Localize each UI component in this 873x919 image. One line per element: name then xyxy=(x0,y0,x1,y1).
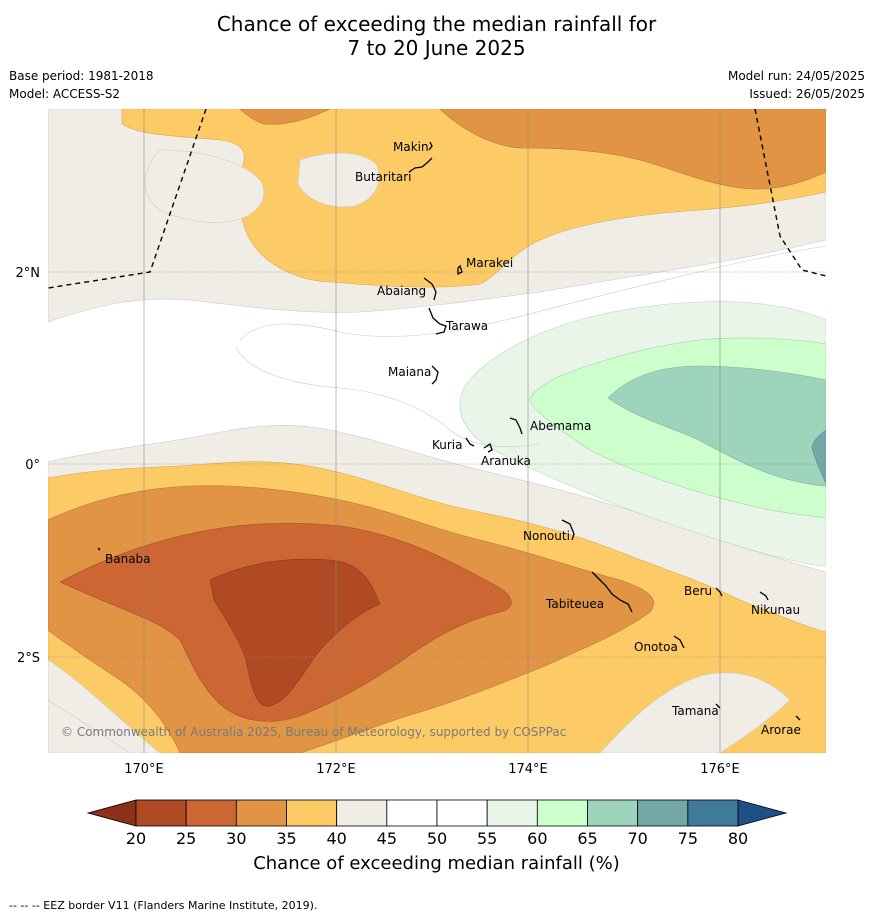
band-65-70 xyxy=(607,365,826,487)
place-label: Arorae xyxy=(761,723,801,737)
meta-left: Base period: 1981-2018 Model: ACCESS-S2 xyxy=(9,67,154,103)
eez-border xyxy=(48,109,826,289)
place-label: Nonouti xyxy=(523,529,570,543)
colorbar-tick-label: 45 xyxy=(377,829,397,848)
colorbar-cell xyxy=(637,799,689,827)
lat-label: 2°S xyxy=(17,651,40,666)
colorbar-tick-label: 80 xyxy=(728,829,748,848)
place-label: Banaba xyxy=(105,552,151,566)
place-label: Aranuka xyxy=(481,454,531,468)
copyright-text: © Commonwealth of Australia 2025, Bureau… xyxy=(61,725,566,739)
colorbar-tick-label: 55 xyxy=(477,829,497,848)
colorbar-cell xyxy=(336,799,388,827)
model-name: Model: ACCESS-S2 xyxy=(9,87,121,101)
colorbar-cell xyxy=(486,799,538,827)
band-20-25-south xyxy=(209,558,381,707)
lon-label: 172°E xyxy=(316,762,356,777)
colorbar-tick-label: 35 xyxy=(276,829,296,848)
band-30-35-north-left xyxy=(239,109,331,125)
place-label: Abemama xyxy=(530,419,591,433)
place-label: Makin xyxy=(393,140,429,154)
place-label: Maiana xyxy=(388,365,431,379)
band-30-35-north xyxy=(439,109,826,190)
colorbar-cell xyxy=(135,799,187,827)
map-title: Chance of exceeding the median rainfall … xyxy=(0,12,873,60)
issued-date: Issued: 26/05/2025 xyxy=(749,87,865,101)
colorbar-tick-label: 60 xyxy=(527,829,547,848)
footer-note: -- -- -- EEZ border V11 (Flanders Marine… xyxy=(9,899,318,912)
lon-label: 170°E xyxy=(124,762,164,777)
meta-right: Model run: 24/05/2025 Issued: 26/05/2025 xyxy=(728,67,865,103)
colorbar-cell xyxy=(436,799,488,827)
colorbar-cell xyxy=(536,799,588,827)
contour-50-55-b xyxy=(48,699,131,753)
title-line-2: 7 to 20 June 2025 xyxy=(347,36,526,60)
place-label: Tabiteuea xyxy=(545,597,604,611)
lat-labels: 2°N 0° 2°S xyxy=(16,266,41,666)
contour-50-55 xyxy=(235,347,541,447)
colorbar-tick-label: 30 xyxy=(226,829,246,848)
place-label: Tamana xyxy=(671,704,719,718)
band-70-75 xyxy=(811,429,826,485)
colorbar-cell xyxy=(235,799,287,827)
colorbar-title: Chance of exceeding median rainfall (%) xyxy=(253,853,620,874)
gridlines xyxy=(48,109,826,753)
place-label: Kuria xyxy=(432,438,463,452)
lon-labels: 170°E 172°E 174°E 176°E xyxy=(124,762,740,777)
islands xyxy=(97,141,801,721)
title-line-1: Chance of exceeding the median rainfall … xyxy=(216,12,657,36)
place-label: Abaiang xyxy=(377,284,426,298)
colorbar-tick-label: 65 xyxy=(577,829,597,848)
place-label: Onotoa xyxy=(634,640,678,654)
colorbar-tick-label: 70 xyxy=(627,829,647,848)
colorbar-cell xyxy=(587,799,639,827)
place-label: Marakei xyxy=(466,256,513,270)
band-40-45-se xyxy=(599,672,791,753)
colorbar-over-arrow xyxy=(737,799,788,827)
band-40-45-nw xyxy=(144,149,265,223)
model-run: Model run: 24/05/2025 xyxy=(727,69,865,83)
colorbar: 20 25 30 35 40 45 50 55 60 65 70 75 80 xyxy=(86,799,788,848)
contour-45-50 xyxy=(239,245,826,341)
colorbar-tick-label: 25 xyxy=(176,829,196,848)
colorbar-tick-label: 50 xyxy=(427,829,447,848)
band-40-45-n-island xyxy=(297,152,380,208)
place-label: Beru xyxy=(684,584,712,598)
place-labels: Makin Butaritari Marakei Abaiang Tarawa … xyxy=(105,140,801,737)
lat-label: 2°N xyxy=(16,266,41,281)
lat-label: 0° xyxy=(25,458,40,473)
lon-label: 174°E xyxy=(508,762,548,777)
place-label: Nikunau xyxy=(751,603,800,617)
band-40-45-sw xyxy=(48,659,161,753)
colorbar-tick-label: 20 xyxy=(126,829,146,848)
lon-label: 176°E xyxy=(700,762,740,777)
rainfall-map xyxy=(48,109,826,753)
place-label: Tarawa xyxy=(445,319,488,333)
colorbar-cell xyxy=(185,799,237,827)
colorbar-under-arrow xyxy=(86,799,137,827)
colorbar-tick-label: 40 xyxy=(326,829,346,848)
colorbar-tick-label: 75 xyxy=(678,829,698,848)
place-label: Butaritari xyxy=(355,170,412,184)
colorbar-cell xyxy=(286,799,338,827)
colorbar-cell xyxy=(386,799,438,827)
base-period: Base period: 1981-2018 xyxy=(9,69,154,83)
colorbar-cell xyxy=(687,799,739,827)
